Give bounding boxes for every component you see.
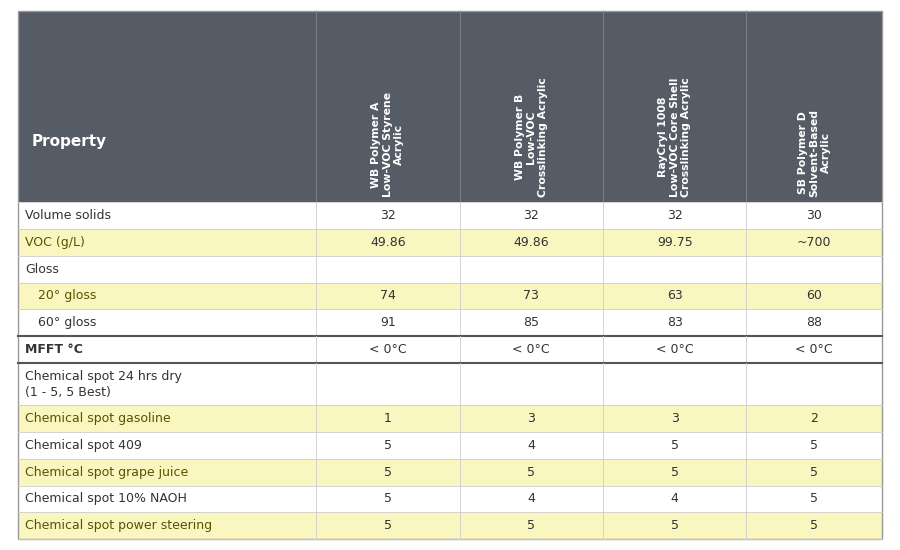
Text: 5: 5 — [383, 519, 392, 532]
Text: 5: 5 — [670, 466, 679, 478]
Text: 20° gloss: 20° gloss — [38, 289, 96, 302]
Text: 49.86: 49.86 — [370, 236, 406, 249]
Text: < 0°C: < 0°C — [512, 343, 550, 356]
Text: 32: 32 — [380, 210, 396, 222]
Text: VOC (g/L): VOC (g/L) — [25, 236, 86, 249]
Text: 73: 73 — [523, 289, 539, 302]
Text: 3: 3 — [527, 412, 536, 425]
Text: < 0°C: < 0°C — [656, 343, 694, 356]
Text: Chemical spot gasoline: Chemical spot gasoline — [25, 412, 171, 425]
Text: 2: 2 — [810, 412, 818, 425]
Text: 5: 5 — [810, 492, 818, 505]
Bar — [18, 486, 882, 512]
Bar — [18, 256, 882, 283]
Bar — [18, 362, 882, 405]
Text: 91: 91 — [380, 316, 396, 329]
Bar — [18, 229, 882, 256]
Bar — [18, 432, 882, 459]
Text: Chemical spot grape juice: Chemical spot grape juice — [25, 466, 188, 478]
Text: Property: Property — [32, 134, 106, 149]
Text: Chemical spot power steering: Chemical spot power steering — [25, 519, 212, 532]
Text: 3: 3 — [670, 412, 679, 425]
Bar — [18, 336, 882, 362]
Text: 49.86: 49.86 — [513, 236, 549, 249]
Text: RayCryl 1008
Low-VOC Core Shell
Crosslinking Acrylic: RayCryl 1008 Low-VOC Core Shell Crosslin… — [658, 77, 691, 197]
Text: 32: 32 — [523, 210, 539, 222]
Text: 88: 88 — [806, 316, 823, 329]
Text: WB Polymer A
Low-VOC Styrene
Acrylic: WB Polymer A Low-VOC Styrene Acrylic — [371, 92, 404, 197]
Text: Chemical spot 10% NAOH: Chemical spot 10% NAOH — [25, 492, 187, 505]
Text: 1: 1 — [384, 412, 392, 425]
Text: 5: 5 — [810, 439, 818, 452]
Text: 60° gloss: 60° gloss — [38, 316, 96, 329]
Bar — [18, 202, 882, 229]
Text: 5: 5 — [383, 466, 392, 478]
Text: 32: 32 — [667, 210, 682, 222]
Bar — [18, 512, 882, 539]
Text: 5: 5 — [670, 439, 679, 452]
Text: 99.75: 99.75 — [657, 236, 692, 249]
Text: 30: 30 — [806, 210, 822, 222]
Text: < 0°C: < 0°C — [796, 343, 833, 356]
Bar — [18, 309, 882, 336]
Text: < 0°C: < 0°C — [369, 343, 407, 356]
Bar — [18, 459, 882, 486]
Text: 85: 85 — [523, 316, 539, 329]
Text: SB Polymer D
Solvent-Based
Acrylic: SB Polymer D Solvent-Based Acrylic — [797, 109, 831, 197]
Text: WB Polymer B
Low-VOC
Crosslinking Acrylic: WB Polymer B Low-VOC Crosslinking Acryli… — [515, 77, 548, 197]
Text: 83: 83 — [667, 316, 682, 329]
Text: Chemical spot 24 hrs dry
(1 - 5, 5 Best): Chemical spot 24 hrs dry (1 - 5, 5 Best) — [25, 370, 182, 399]
Text: Chemical spot 409: Chemical spot 409 — [25, 439, 142, 452]
Bar — [18, 283, 882, 309]
Text: 74: 74 — [380, 289, 396, 302]
Text: 5: 5 — [527, 519, 536, 532]
Text: 63: 63 — [667, 289, 682, 302]
Text: MFFT °C: MFFT °C — [25, 343, 83, 356]
Text: 5: 5 — [810, 519, 818, 532]
Text: 5: 5 — [383, 439, 392, 452]
Bar — [18, 405, 882, 432]
Text: 5: 5 — [670, 519, 679, 532]
Bar — [18, 11, 882, 202]
Text: 5: 5 — [810, 466, 818, 478]
Text: Volume solids: Volume solids — [25, 210, 112, 222]
Text: ~700: ~700 — [796, 236, 832, 249]
Text: 5: 5 — [383, 492, 392, 505]
Text: 60: 60 — [806, 289, 822, 302]
Text: 4: 4 — [527, 492, 536, 505]
Text: 5: 5 — [527, 466, 536, 478]
Text: 4: 4 — [670, 492, 679, 505]
Text: 4: 4 — [527, 439, 536, 452]
Text: Gloss: Gloss — [25, 263, 59, 276]
